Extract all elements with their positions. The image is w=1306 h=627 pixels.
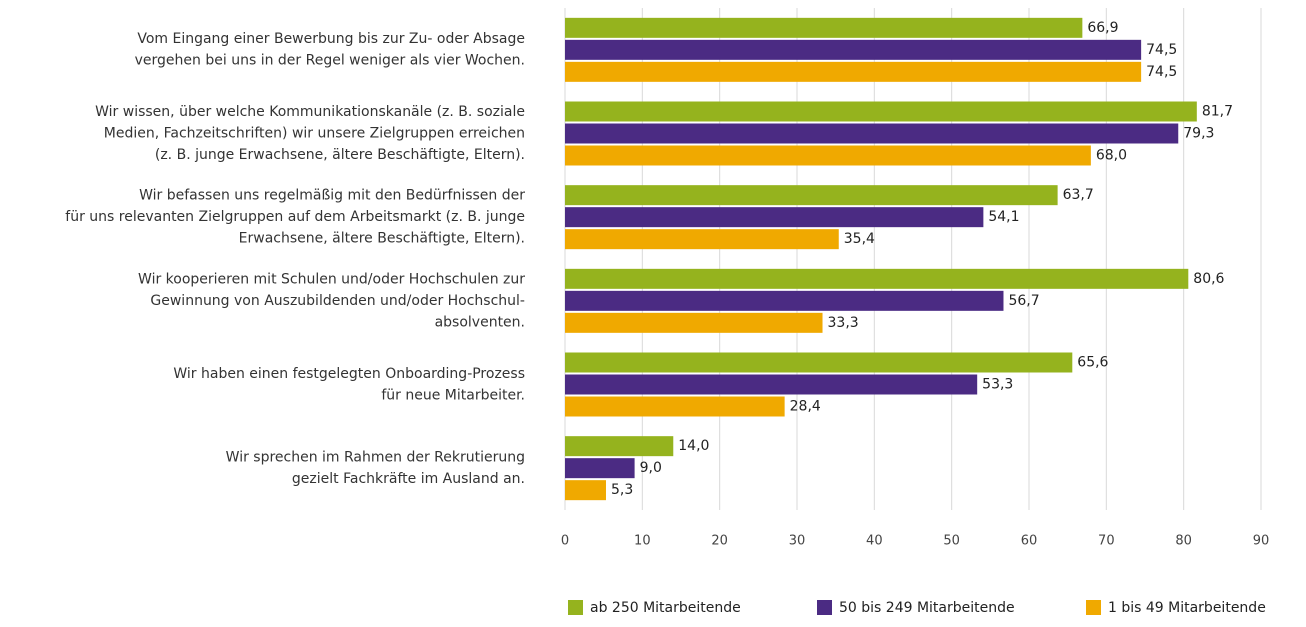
value-label: 74,5	[1146, 42, 1177, 58]
legend-label: 1 bis 49 Mitarbeitende	[1108, 600, 1266, 616]
value-label: 54,1	[988, 209, 1019, 225]
x-tick-label: 80	[1175, 534, 1192, 549]
category-label: für uns relevanten Zielgruppen auf dem A…	[65, 209, 525, 225]
legend-label: ab 250 Mitarbeitende	[590, 600, 741, 616]
bar	[565, 123, 1179, 144]
value-label: 79,3	[1183, 126, 1214, 142]
category-label: Medien, Fachzeitschriften) wir unsere Zi…	[104, 126, 525, 142]
bar	[565, 185, 1058, 206]
bar	[565, 207, 984, 228]
bar	[565, 458, 635, 479]
category-label: (z. B. junge Erwachsene, ältere Beschäft…	[155, 147, 525, 163]
value-label: 33,3	[828, 315, 859, 331]
category-label: Wir kooperieren mit Schulen und/oder Hoc…	[138, 271, 525, 287]
legend-label: 50 bis 249 Mitarbeitende	[839, 600, 1015, 616]
value-label: 35,4	[844, 231, 875, 247]
legend-swatch	[817, 600, 832, 615]
bar	[565, 61, 1142, 82]
category-label: vergehen bei uns in der Regel weniger al…	[135, 53, 525, 69]
bar	[565, 17, 1083, 38]
value-label: 9,0	[640, 460, 662, 476]
bar	[565, 101, 1197, 122]
x-tick-label: 10	[634, 534, 651, 549]
bar	[565, 436, 674, 457]
x-tick-label: 90	[1253, 534, 1270, 549]
x-tick-label: 50	[943, 534, 960, 549]
x-tick-label: 70	[1098, 534, 1115, 549]
value-label: 53,3	[982, 377, 1013, 393]
value-label: 63,7	[1063, 187, 1094, 203]
value-label: 28,4	[790, 399, 821, 415]
legend-swatch	[1086, 600, 1101, 615]
value-label: 74,5	[1146, 64, 1177, 80]
category-label: für neue Mitarbeiter.	[381, 387, 525, 403]
x-tick-label: 60	[1021, 534, 1038, 549]
bar	[565, 290, 1004, 311]
legend-swatch	[568, 600, 583, 615]
value-label: 56,7	[1008, 293, 1039, 309]
x-tick-label: 20	[711, 534, 728, 549]
category-label: Vom Eingang einer Bewerbung bis zur Zu- …	[137, 31, 525, 47]
category-label: Wir sprechen im Rahmen der Rekrutierung	[226, 449, 525, 465]
bar	[565, 145, 1091, 166]
category-label: Wir wissen, über welche Kommunikationska…	[95, 104, 525, 120]
bar	[565, 229, 839, 250]
category-label: Erwachsene, ältere Beschäftigte, Eltern)…	[239, 231, 525, 247]
value-label: 5,3	[611, 482, 633, 498]
x-tick-label: 0	[561, 534, 569, 549]
value-label: 68,0	[1096, 148, 1127, 164]
bar	[565, 268, 1189, 289]
category-label: Wir haben einen festgelegten Onboarding-…	[173, 366, 525, 382]
bar	[565, 312, 823, 333]
category-label: gezielt Fachkräfte im Ausland an.	[292, 471, 525, 487]
value-label: 80,6	[1193, 271, 1224, 287]
bar	[565, 39, 1142, 60]
bar	[565, 352, 1073, 373]
bar	[565, 396, 785, 417]
x-tick-label: 40	[866, 534, 883, 549]
bar	[565, 480, 606, 501]
category-label: Wir befassen uns regelmäßig mit den Bedü…	[139, 188, 525, 204]
bar	[565, 374, 978, 395]
value-label: 66,9	[1087, 20, 1118, 36]
value-label: 81,7	[1202, 104, 1233, 120]
value-label: 14,0	[678, 438, 709, 454]
category-label: Gewinnung von Auszubildenden und/oder Ho…	[150, 293, 525, 309]
x-tick-label: 30	[789, 534, 806, 549]
category-label: absolventen.	[435, 314, 525, 330]
value-label: 65,6	[1077, 355, 1108, 371]
